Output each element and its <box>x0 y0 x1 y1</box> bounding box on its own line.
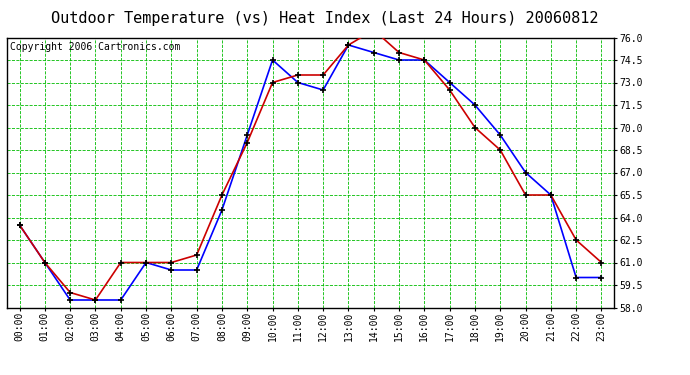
Text: Outdoor Temperature (vs) Heat Index (Last 24 Hours) 20060812: Outdoor Temperature (vs) Heat Index (Las… <box>50 11 598 26</box>
Text: Copyright 2006 Cartronics.com: Copyright 2006 Cartronics.com <box>10 42 180 51</box>
